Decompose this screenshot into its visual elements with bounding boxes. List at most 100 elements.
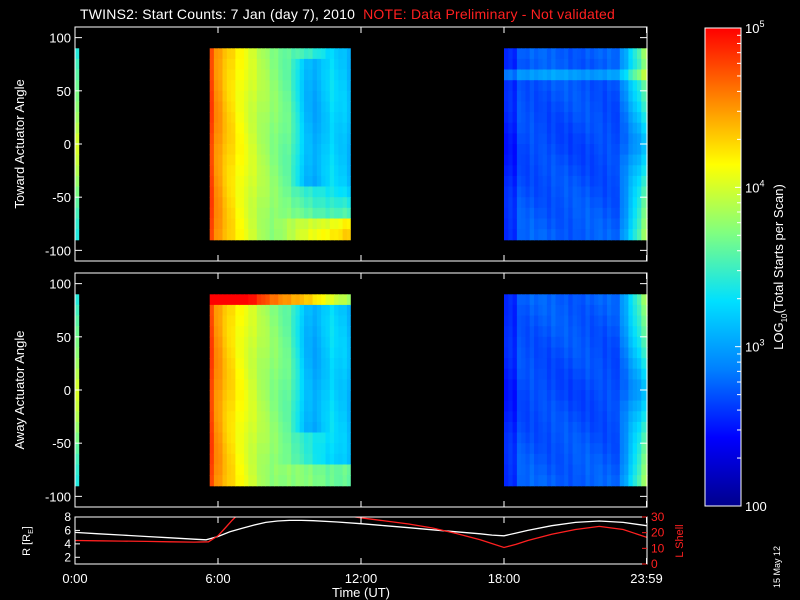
heatmap-cell: [564, 154, 569, 166]
heatmap-cell: [312, 421, 318, 434]
heatmap-cell: [252, 218, 258, 230]
heatmap-cell: [551, 165, 557, 177]
heatmap-cell: [632, 69, 638, 81]
heatmap-cell: [256, 379, 262, 391]
heatmap-cell: [637, 48, 642, 60]
heatmap-cell: [628, 154, 634, 166]
heatmap-cell: [342, 48, 348, 60]
heatmap-cell: [607, 101, 612, 113]
heatmap-cell: [256, 453, 262, 465]
left-tick-label: 4: [64, 537, 71, 551]
heatmap-cell: [564, 347, 569, 359]
heatmap-cell: [598, 421, 604, 434]
heatmap-cell: [248, 207, 254, 219]
heatmap-cell: [299, 80, 305, 92]
heatmap-cell: [274, 218, 279, 230]
heatmap-cell: [261, 122, 266, 134]
heatmap-cell: [585, 122, 591, 134]
heatmap-cell: [546, 80, 552, 92]
heatmap-cell: [555, 154, 561, 166]
heatmap-cell: [619, 165, 625, 177]
heatmap-cell: [624, 347, 629, 359]
heatmap-cell: [632, 90, 638, 102]
heatmap-cell: [632, 165, 638, 177]
heatmap-cell: [244, 411, 249, 423]
heatmap-cell: [585, 368, 591, 380]
heatmap-cell: [222, 48, 228, 60]
heatmap-cell: [295, 207, 301, 219]
heatmap-cell: [218, 154, 224, 166]
heatmap-cell: [286, 90, 292, 102]
heatmap-cell: [278, 443, 284, 455]
heatmap-cell: [516, 368, 522, 380]
heatmap-cell: [585, 48, 591, 60]
heatmap-cell: [278, 122, 284, 134]
heatmap-cell: [252, 154, 258, 166]
heatmap-cell: [619, 218, 625, 230]
heatmap-cell: [329, 90, 335, 102]
heatmap-cell: [209, 358, 215, 370]
heatmap-cell: [589, 101, 595, 113]
heatmap-cell: [244, 58, 249, 71]
heatmap-cell: [213, 400, 219, 412]
heatmap-cell: [286, 122, 292, 134]
heatmap-cell: [564, 432, 569, 444]
heatmap-cell: [256, 175, 262, 188]
heatmap-cell: [342, 358, 348, 370]
heatmap-cell: [299, 144, 305, 156]
heatmap-cell: [504, 186, 509, 198]
heatmap-cell: [611, 175, 617, 188]
heatmap-cell: [607, 326, 612, 338]
heatmap-cell: [637, 90, 642, 102]
heatmap-cell: [256, 69, 262, 81]
heatmap-cell: [265, 315, 271, 327]
heatmap-cell: [75, 112, 80, 124]
heatmap-cell: [564, 186, 569, 198]
heatmap-cell: [222, 443, 228, 455]
heatmap-cell: [312, 197, 318, 209]
heatmap-cell: [265, 218, 271, 230]
heatmap-cell: [342, 347, 348, 359]
colorbar-frame: [704, 27, 742, 507]
heatmap-cell: [312, 186, 318, 198]
heatmap-cell: [508, 304, 514, 317]
heatmap-cell: [542, 443, 548, 455]
heatmap-cell: [508, 358, 514, 370]
heatmap-cell: [576, 358, 582, 370]
heatmap-cell: [261, 218, 266, 230]
heatmap-cell: [508, 400, 514, 412]
heatmap-cell: [239, 432, 245, 444]
heatmap-cell: [576, 80, 582, 92]
heatmap-cell: [282, 475, 288, 487]
heatmap-cell: [304, 400, 309, 412]
heatmap-cell: [589, 133, 595, 145]
heatmap-cell: [619, 229, 625, 241]
heatmap-cell: [564, 326, 569, 338]
heatmap-cell: [555, 368, 561, 380]
heatmap-cell: [641, 58, 647, 71]
heatmap-cell: [624, 101, 629, 113]
heatmap-cell: [346, 133, 351, 145]
heatmap-cell: [312, 154, 318, 166]
heatmap-cell: [231, 218, 236, 230]
heatmap-cell: [248, 326, 254, 338]
heatmap-cell: [521, 133, 527, 145]
heatmap-cell: [321, 122, 327, 134]
heatmap-cell: [222, 304, 228, 317]
heatmap-cell: [304, 443, 309, 455]
heatmap-cell: [299, 411, 305, 423]
heatmap-cell: [572, 336, 578, 348]
heatmap-cell: [534, 400, 539, 412]
heatmap-cell: [559, 186, 565, 198]
heatmap-cell: [568, 229, 574, 241]
heatmap-cell: [256, 218, 262, 230]
heatmap-cell: [525, 432, 531, 444]
heatmap-cell: [244, 133, 249, 145]
heatmap-cell: [641, 165, 647, 177]
heatmap-cell: [278, 368, 284, 380]
heatmap-cell: [607, 154, 612, 166]
heatmap-cell: [516, 229, 522, 241]
heatmap-cell: [576, 336, 582, 348]
heatmap-cell: [261, 400, 266, 412]
heatmap-cell: [602, 464, 608, 476]
